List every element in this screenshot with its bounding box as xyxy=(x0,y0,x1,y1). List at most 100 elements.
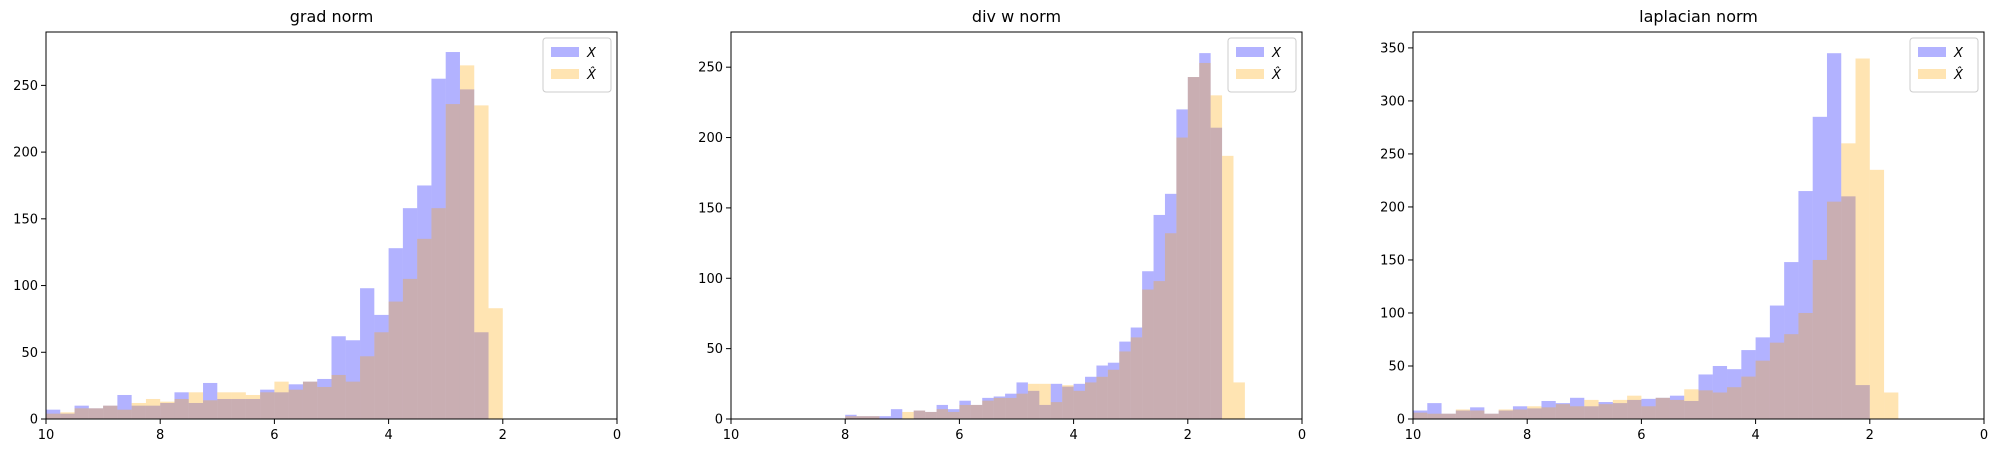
bar-series-2 xyxy=(1812,259,1827,419)
bar-series-1 xyxy=(1641,398,1656,419)
bar-series-2 xyxy=(1669,399,1685,419)
y-tick-label: 100 xyxy=(698,272,723,287)
bar-series-1 xyxy=(1484,413,1499,419)
bars xyxy=(46,52,503,419)
bar-series-1 xyxy=(74,405,89,419)
bar-series-2 xyxy=(1470,410,1485,419)
bar-series-2 xyxy=(959,404,971,419)
bar-series-1 xyxy=(1784,262,1799,419)
bar-series-1 xyxy=(174,392,189,419)
bar-series-1 xyxy=(1187,77,1200,419)
bar-series-1 xyxy=(1016,382,1028,419)
bar-series-1 xyxy=(1164,193,1177,419)
bar-series-1 xyxy=(1527,408,1542,419)
bar-series-2 xyxy=(970,404,983,419)
bar-series-1 xyxy=(217,398,232,419)
bar-series-2 xyxy=(868,416,880,419)
x-tick-label: 8 xyxy=(1523,428,1531,443)
bar-series-2 xyxy=(1698,390,1713,419)
bar-series-1 xyxy=(1712,365,1728,419)
bar-series-2 xyxy=(1527,406,1542,419)
bar-series-2 xyxy=(459,65,475,419)
x-tick-label: 0 xyxy=(1980,428,1988,443)
bar-series-2 xyxy=(388,301,403,419)
legend-label: X xyxy=(1953,46,1964,61)
bar-series-2 xyxy=(160,401,175,419)
bar-series-1 xyxy=(402,208,418,419)
bar-series-2 xyxy=(925,411,937,419)
bar-series-1 xyxy=(260,389,275,419)
bar-series-2 xyxy=(360,356,375,419)
bar-series-1 xyxy=(274,392,289,419)
bar-series-2 xyxy=(1062,385,1074,419)
x-tick-label: 2 xyxy=(499,428,507,443)
bar-series-1 xyxy=(1210,127,1223,419)
bar-series-1 xyxy=(1005,393,1017,419)
x-tick-label: 6 xyxy=(1637,428,1645,443)
legend-swatch xyxy=(1918,69,1946,79)
bar-series-1 xyxy=(1119,341,1131,419)
bar-series-1 xyxy=(1769,305,1785,419)
bar-series-2 xyxy=(1107,369,1120,419)
bar-series-1 xyxy=(1755,337,1770,419)
bar-series-1 xyxy=(1085,376,1097,419)
chart-title: laplacian norm xyxy=(1639,7,1758,26)
bar-series-1 xyxy=(1541,400,1556,419)
bar-series-2 xyxy=(260,392,275,419)
bar-series-1 xyxy=(1062,386,1074,419)
bar-series-2 xyxy=(1584,399,1599,419)
axes-frame xyxy=(45,31,618,420)
bar-series-2 xyxy=(902,411,914,419)
bar-series-1 xyxy=(1142,271,1154,419)
bar-series-1 xyxy=(388,248,403,419)
bar-series-2 xyxy=(1119,351,1131,419)
x-tick-label: 8 xyxy=(156,428,164,443)
bar-series-2 xyxy=(1413,412,1428,419)
legend-frame xyxy=(542,37,612,93)
bar-series-2 xyxy=(993,397,1006,419)
y-tick-label: 0 xyxy=(715,413,723,428)
legend: X X̂ xyxy=(1909,37,1979,93)
bar-series-2 xyxy=(288,389,303,419)
bar-series-2 xyxy=(231,392,246,419)
bar-series-2 xyxy=(131,402,146,419)
bar-series-2 xyxy=(345,381,361,419)
bar-series-2 xyxy=(947,411,960,419)
y-tick-label: 0 xyxy=(1397,413,1405,428)
legend: X X̂ xyxy=(542,37,612,93)
bar-series-1 xyxy=(1812,116,1827,419)
legend-label: X xyxy=(586,46,597,61)
x-tick-label: 10 xyxy=(723,428,740,443)
bar-series-1 xyxy=(913,410,926,419)
legend-frame xyxy=(1909,37,1979,93)
bar-series-2 xyxy=(913,410,926,419)
bar-series-2 xyxy=(1798,312,1813,419)
x-tick-label: 10 xyxy=(1405,428,1422,443)
bar-series-2 xyxy=(88,408,104,419)
bar-series-1 xyxy=(345,340,361,419)
bar-series-2 xyxy=(1755,360,1770,419)
bar-series-1 xyxy=(331,336,346,419)
bar-series-1 xyxy=(88,408,104,419)
bar-series-2 xyxy=(1455,409,1471,419)
bar-series-2 xyxy=(1222,155,1234,419)
bar-series-1 xyxy=(1199,53,1211,419)
bar-series-1 xyxy=(360,288,375,419)
bar-series-1 xyxy=(1455,410,1471,419)
bar-series-2 xyxy=(60,412,75,419)
y-tick-label: 100 xyxy=(13,279,38,294)
bar-series-1 xyxy=(1570,397,1585,419)
bar-series-1 xyxy=(60,413,75,419)
bar-series-1 xyxy=(459,89,475,419)
bar-series-2 xyxy=(402,278,418,419)
bars xyxy=(1413,53,1899,419)
bar-series-1 xyxy=(1612,403,1628,419)
bar-series-2 xyxy=(217,392,232,419)
bar-series-2 xyxy=(1598,404,1613,419)
bar-series-2 xyxy=(1555,404,1571,419)
y-tick-label: 200 xyxy=(698,131,723,146)
y-tick-label: 300 xyxy=(1380,94,1405,109)
bar-series-1 xyxy=(1498,410,1513,419)
